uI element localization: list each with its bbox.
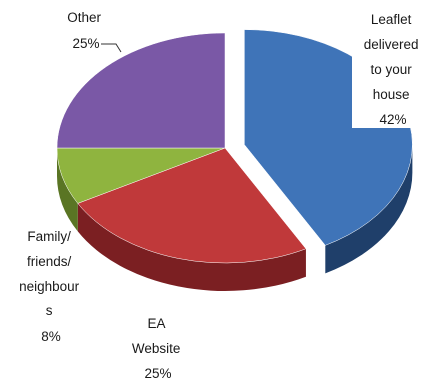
slice-other (56, 32, 226, 149)
slice-side-family (57, 148, 78, 232)
slice-ea-website (77, 147, 307, 264)
other-leader-line (101, 43, 122, 53)
slice-label-ea-website: EA Website 25% (132, 316, 184, 381)
slice-side-ea-website (77, 203, 306, 291)
slice-side-leaflet (325, 144, 413, 274)
slice-label-family: Family/ friends/ neighbour s 8% (19, 229, 83, 344)
slice-label-leaflet: Leaflet delivered to your house 42% (364, 12, 423, 127)
slice-label-other: Other 25% (67, 10, 105, 51)
leaflet-label-background (352, 4, 432, 128)
